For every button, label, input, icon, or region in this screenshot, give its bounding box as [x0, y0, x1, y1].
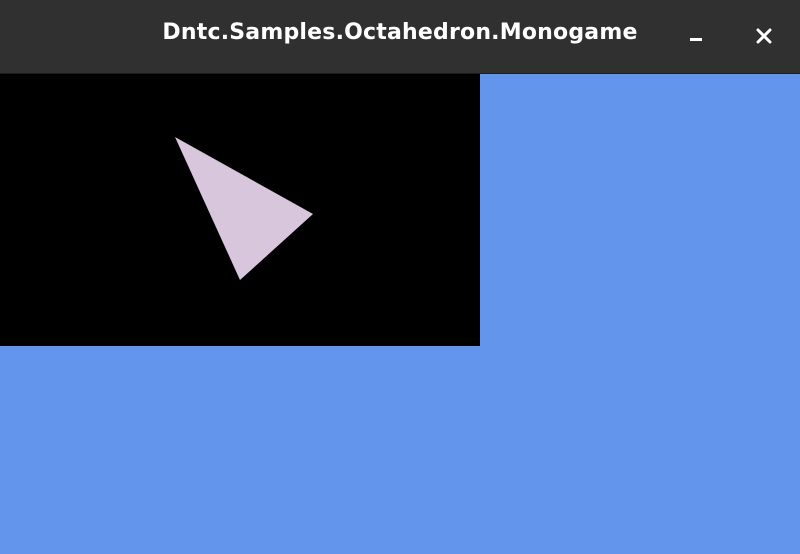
title-bar[interactable]: Dntc.Samples.Octahedron.Monogame: [0, 0, 800, 74]
game-client-area: [0, 74, 800, 554]
close-icon: [756, 28, 772, 44]
window-title: Dntc.Samples.Octahedron.Monogame: [162, 20, 638, 45]
minimize-button[interactable]: [678, 18, 714, 54]
octahedron-face: [175, 137, 313, 280]
render-viewport: [0, 74, 480, 346]
minimize-icon: [690, 38, 702, 41]
octahedron-render: [175, 137, 313, 280]
close-button[interactable]: [746, 18, 782, 54]
